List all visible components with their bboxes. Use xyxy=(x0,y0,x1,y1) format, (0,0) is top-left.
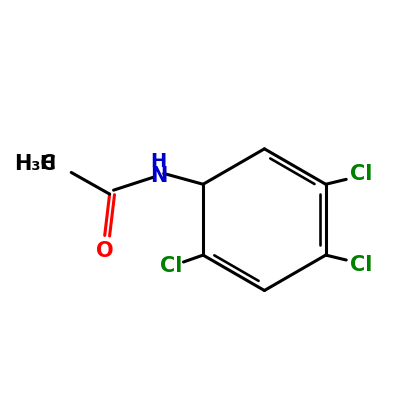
Text: Cl: Cl xyxy=(160,256,182,276)
Text: Cl: Cl xyxy=(350,164,373,184)
Text: Cl: Cl xyxy=(350,255,373,275)
Text: H: H xyxy=(151,152,167,171)
Text: H₃C: H₃C xyxy=(14,154,56,174)
Text: O: O xyxy=(96,241,114,261)
Text: N: N xyxy=(150,166,168,186)
Text: H: H xyxy=(39,154,56,173)
